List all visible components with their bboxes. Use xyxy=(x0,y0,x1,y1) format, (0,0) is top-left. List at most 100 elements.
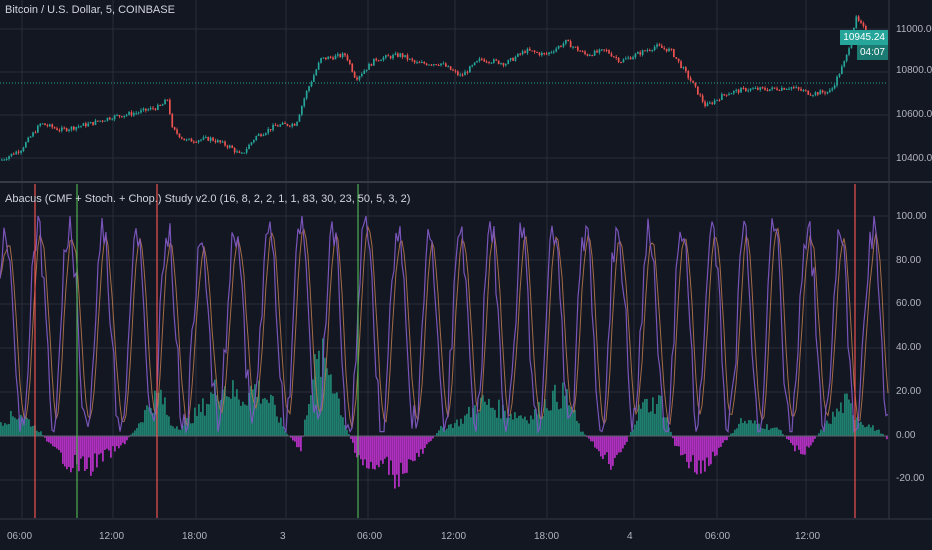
histogram-bar-positive xyxy=(568,405,570,436)
candle-body xyxy=(356,77,358,80)
histogram-bar-positive xyxy=(40,431,42,436)
candle-body xyxy=(668,48,670,52)
histogram-bar-positive xyxy=(182,425,184,436)
histogram-bar-positive xyxy=(254,384,256,436)
histogram-bar-negative xyxy=(800,436,802,454)
candle-body xyxy=(833,85,836,89)
histogram-bar-positive xyxy=(534,409,536,436)
candle-body xyxy=(207,136,210,141)
stoch-d-line xyxy=(0,225,889,429)
candle-body xyxy=(377,60,380,62)
histogram-bar-negative xyxy=(790,436,792,443)
candle-body xyxy=(58,130,61,132)
histogram-bar-positive xyxy=(210,392,212,436)
histogram-bar-positive xyxy=(734,429,736,436)
histogram-bar-positive xyxy=(756,424,758,436)
candle-body xyxy=(392,54,394,59)
candle-body xyxy=(473,62,476,66)
histogram-bar-positive xyxy=(640,408,642,436)
candle-body xyxy=(838,74,841,77)
histogram-bar-positive xyxy=(134,430,136,436)
histogram-bar-positive xyxy=(240,405,242,436)
candle-body xyxy=(389,56,392,59)
histogram-bar-negative xyxy=(350,436,352,439)
candle-body xyxy=(183,138,186,141)
candle-body xyxy=(53,127,56,129)
histogram-bar-positive xyxy=(834,416,836,436)
candle-body xyxy=(694,82,697,87)
histogram-bar-positive xyxy=(328,375,330,436)
histogram-bar-positive xyxy=(176,426,178,436)
histogram-bar-negative xyxy=(72,436,74,469)
indicator-axis-label: 0.00 xyxy=(896,430,916,441)
histogram-bar-positive xyxy=(248,392,250,436)
candle-body xyxy=(154,108,157,110)
histogram-bar-positive xyxy=(206,403,208,436)
histogram-bar-negative xyxy=(390,436,392,461)
candle-body xyxy=(737,89,740,93)
candle-body xyxy=(298,114,301,122)
histogram-bar-negative xyxy=(384,436,386,459)
candle-body xyxy=(351,63,354,72)
histogram-bar-positive xyxy=(284,430,286,436)
candle-body xyxy=(581,51,584,53)
histogram-bar-negative xyxy=(124,436,126,445)
candle-body xyxy=(550,52,553,54)
histogram-bar-negative xyxy=(48,436,50,443)
histogram-bar-negative xyxy=(360,436,362,460)
histogram-bar-negative xyxy=(674,436,676,446)
candle-body xyxy=(49,124,51,127)
indicator-axis-label: 40.00 xyxy=(896,342,922,353)
histogram-bar-negative xyxy=(112,436,114,447)
candle-body xyxy=(116,115,118,117)
histogram-bar-negative xyxy=(402,436,404,474)
histogram-bar-negative xyxy=(676,436,678,447)
candle-body xyxy=(706,103,709,107)
histogram-bar-positive xyxy=(446,428,448,436)
histogram-bar-positive xyxy=(274,404,276,436)
price-axis-label: 11000.00 xyxy=(896,24,932,35)
histogram-bar-positive xyxy=(830,423,832,436)
candle-body xyxy=(651,50,654,52)
histogram-bar-negative xyxy=(700,436,702,474)
histogram-bar-positive xyxy=(658,395,660,436)
candle-body xyxy=(46,125,49,127)
candle-body xyxy=(401,53,404,58)
candle-body xyxy=(75,127,78,130)
histogram-bar-negative xyxy=(602,436,604,460)
histogram-bar-negative xyxy=(88,436,90,458)
histogram-bar-positive xyxy=(844,393,846,436)
histogram-bar-positive xyxy=(272,396,274,436)
candle-body xyxy=(680,61,682,68)
histogram-bar-positive xyxy=(230,398,232,436)
histogram-bar-negative xyxy=(722,436,724,443)
candle-body xyxy=(140,110,142,113)
candle-body xyxy=(430,64,433,66)
time-axis-label: 12:00 xyxy=(795,531,821,542)
histogram-bar-positive xyxy=(32,425,34,436)
candle-body xyxy=(161,104,164,106)
histogram-bar-positive xyxy=(174,428,176,436)
candle-body xyxy=(819,90,822,95)
histogram-bar-negative xyxy=(120,436,122,446)
candle-body xyxy=(485,61,488,63)
histogram-bar-positive xyxy=(304,419,306,436)
histogram-bar-negative xyxy=(84,436,86,471)
histogram-bar-positive xyxy=(732,433,734,436)
candle-body xyxy=(598,49,601,53)
candle-body xyxy=(574,46,577,48)
histogram-bar-positive xyxy=(636,420,638,436)
candle-body xyxy=(92,122,94,125)
candle-body xyxy=(526,48,529,53)
histogram-bar-positive xyxy=(346,429,348,436)
histogram-bar-negative xyxy=(600,436,602,457)
histogram-bar-positive xyxy=(452,427,454,436)
histogram-bar-positive xyxy=(318,350,320,436)
histogram-bar-positive xyxy=(200,411,202,436)
histogram-bar-negative xyxy=(716,436,718,456)
histogram-bar-positive xyxy=(276,416,278,436)
candle-body xyxy=(195,141,198,143)
histogram-bar-positive xyxy=(458,426,460,436)
candle-body xyxy=(341,53,344,58)
